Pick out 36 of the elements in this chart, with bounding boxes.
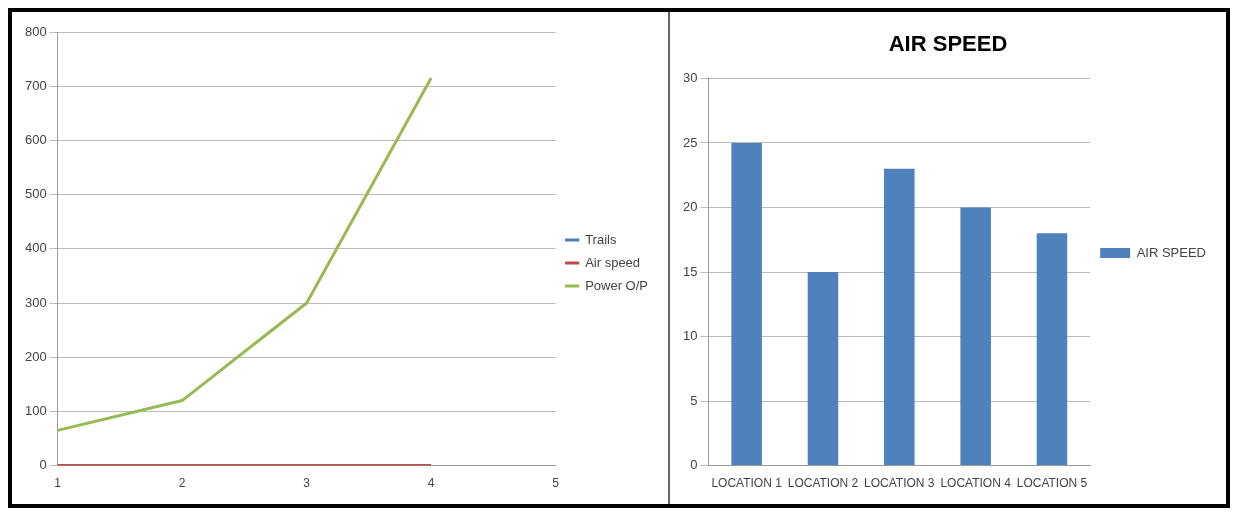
- y-tick-label: 0: [39, 457, 47, 473]
- y-tick-label: 700: [24, 77, 47, 93]
- x-tick-label: LOCATION 3: [864, 476, 935, 491]
- y-tick-label: 600: [24, 131, 47, 147]
- x-tick-label: LOCATION 5: [1016, 476, 1088, 491]
- bar: [731, 142, 762, 466]
- y-tick-label: 100: [24, 402, 47, 418]
- y-tick-label: 5: [690, 392, 698, 408]
- legend-label: Air speed: [585, 254, 641, 270]
- legend-label: Power O/P: [585, 277, 648, 293]
- y-tick-label: 30: [682, 69, 698, 85]
- y-tick-label: 200: [24, 348, 47, 364]
- y-tick-label: 15: [682, 263, 698, 279]
- legend-label: AIR SPEED: [1136, 244, 1206, 260]
- y-tick-label: 300: [24, 294, 47, 310]
- y-tick-label: 25: [682, 134, 698, 150]
- x-tick-label: 4: [427, 476, 435, 491]
- y-tick-label: 800: [24, 23, 47, 39]
- y-tick-label: 400: [24, 240, 47, 256]
- bar: [1036, 233, 1068, 466]
- bar: [960, 207, 991, 466]
- bar: [884, 168, 915, 466]
- x-tick-label: 5: [552, 476, 560, 491]
- y-tick-label: 500: [24, 186, 47, 202]
- x-tick-label: 1: [54, 476, 62, 491]
- x-tick-label: 3: [303, 476, 311, 491]
- bar: [807, 272, 839, 466]
- x-tick-label: LOCATION 4: [940, 476, 1012, 491]
- y-tick-label: 20: [682, 199, 698, 215]
- legend-label: Trails: [585, 231, 617, 247]
- y-tick-label: 10: [682, 328, 698, 344]
- x-tick-label: LOCATION 2: [787, 476, 859, 491]
- x-tick-label: LOCATION 1: [711, 476, 783, 491]
- x-tick-label: 2: [178, 476, 186, 491]
- y-tick-label: 0: [690, 457, 698, 473]
- chart-title: AIR SPEED: [888, 31, 1008, 57]
